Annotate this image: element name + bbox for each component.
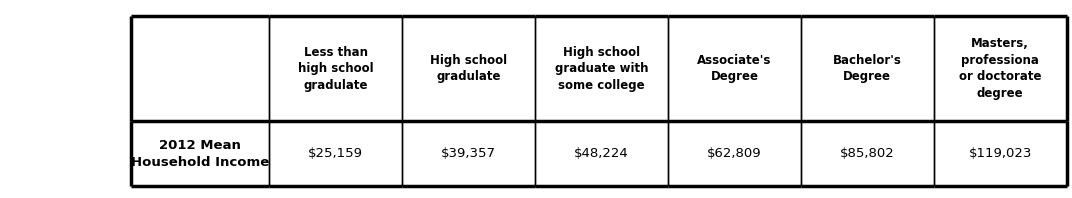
Text: $85,802: $85,802 — [840, 147, 895, 160]
Bar — [131, 121, 269, 186]
Text: $119,023: $119,023 — [968, 147, 1032, 160]
Bar — [269, 121, 402, 186]
Bar — [131, 16, 269, 121]
Text: $25,159: $25,159 — [309, 147, 363, 160]
Text: 2012 Mean
Household Income: 2012 Mean Household Income — [131, 139, 269, 168]
Bar — [801, 16, 934, 121]
Bar — [668, 121, 801, 186]
Bar — [934, 121, 1067, 186]
Text: Masters,
professiona
or doctorate
degree: Masters, professiona or doctorate degree — [959, 37, 1041, 100]
Bar — [535, 16, 668, 121]
Text: High school
graduate with
some college: High school graduate with some college — [555, 46, 649, 92]
Text: $62,809: $62,809 — [708, 147, 762, 160]
Bar — [535, 121, 668, 186]
Bar — [668, 16, 801, 121]
Bar — [402, 16, 535, 121]
Bar — [801, 121, 934, 186]
Bar — [934, 16, 1067, 121]
Text: Associate's
Degree: Associate's Degree — [697, 54, 772, 83]
Text: $39,357: $39,357 — [442, 147, 496, 160]
Text: Less than
high school
gradulate: Less than high school gradulate — [298, 46, 373, 92]
Bar — [402, 121, 535, 186]
Text: Bachelor's
Degree: Bachelor's Degree — [833, 54, 902, 83]
Bar — [269, 16, 402, 121]
Text: High school
gradulate: High school gradulate — [430, 54, 507, 83]
Text: $48,224: $48,224 — [575, 147, 629, 160]
